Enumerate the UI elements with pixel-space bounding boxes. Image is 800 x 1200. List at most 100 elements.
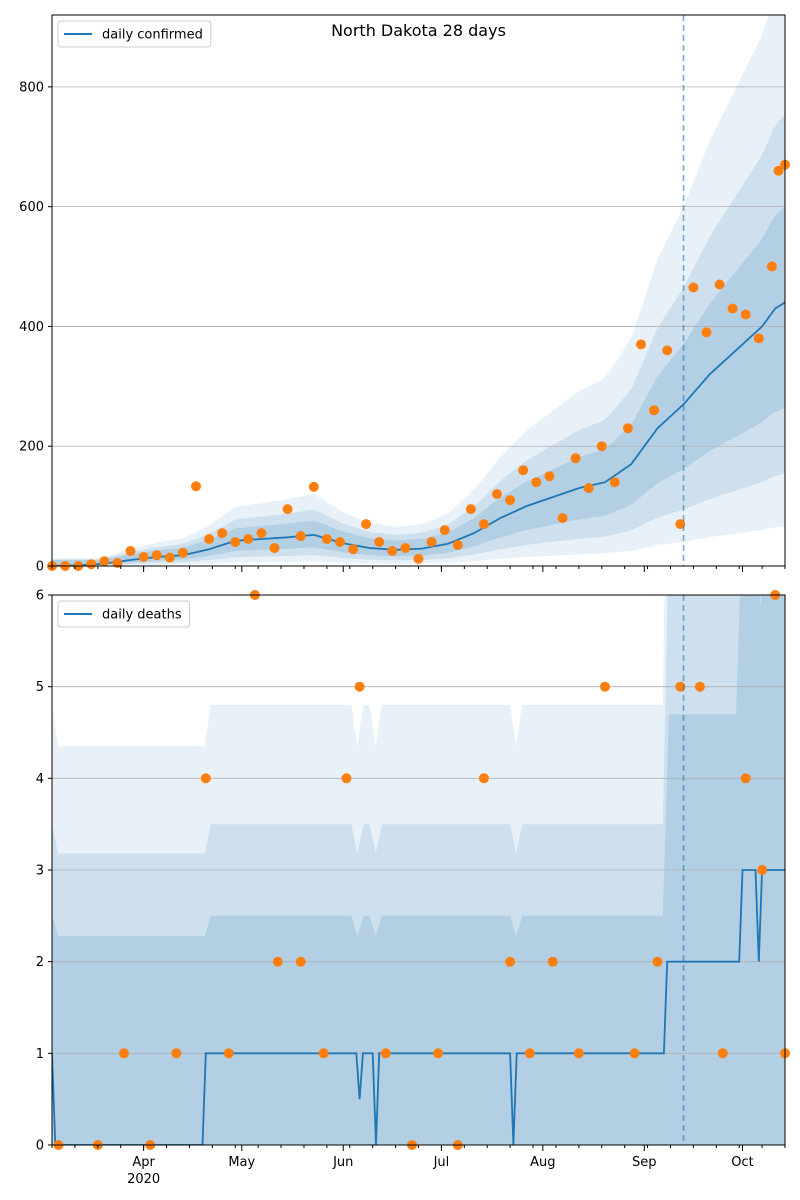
observed-point	[256, 528, 267, 539]
deaths-x-axis: Apr 2020 May Jun Jul Aug Sep Oct	[51, 1145, 786, 1187]
observed-point	[318, 1048, 329, 1059]
median-line-path	[52, 869, 785, 1145]
observed-point	[272, 956, 283, 967]
x-tick-label: Sep	[632, 1155, 657, 1170]
observed-point	[524, 1048, 535, 1059]
observed-point	[766, 261, 777, 272]
y-tick-label: 0	[36, 1139, 44, 1154]
observed-point	[492, 489, 502, 500]
observed-point	[505, 495, 516, 506]
observed-point	[387, 546, 398, 556]
deaths-interval-bands	[52, 595, 785, 1145]
confirmed-observed-points	[47, 159, 790, 571]
observed-point	[151, 550, 162, 561]
confirmed-panel: 0 200 400 600 800 North Dakota 28 days daily…	[19, 14, 790, 575]
observed-point	[361, 519, 372, 530]
observed-point	[518, 465, 529, 476]
observed-point	[727, 303, 738, 314]
observed-point	[243, 534, 254, 544]
x-tick-label: Jul	[433, 1155, 450, 1170]
observed-point	[439, 525, 450, 536]
observed-point	[164, 552, 175, 563]
legend-label: daily deaths	[102, 608, 182, 623]
observed-point	[557, 513, 568, 524]
legend-frame	[57, 600, 191, 628]
x-tick-label: Apr	[132, 1155, 155, 1170]
y-tick-label: 600	[19, 200, 44, 215]
observed-point	[282, 504, 293, 515]
observed-point	[478, 519, 489, 530]
observed-point	[609, 477, 620, 488]
observed-point	[204, 534, 215, 544]
observed-point	[465, 504, 476, 515]
observed-point	[413, 553, 424, 564]
observed-point	[652, 956, 663, 967]
confirmed-x-axis	[51, 566, 786, 572]
interval-band	[52, 15, 785, 566]
confirmed-interval-bands	[52, 15, 785, 566]
deaths-median-line	[52, 869, 785, 1145]
observed-point	[600, 681, 610, 692]
observed-point	[662, 345, 673, 356]
observed-point	[573, 1048, 584, 1059]
chart-title: North Dakota 28 days	[331, 21, 506, 40]
observed-point	[629, 1048, 640, 1059]
observed-point	[86, 559, 97, 570]
interval-band	[52, 114, 785, 566]
observed-point	[740, 773, 751, 784]
observed-point	[380, 1048, 391, 1059]
observed-point	[505, 956, 516, 967]
x-tick-year-label: 2020	[127, 1172, 160, 1187]
observed-point	[269, 543, 280, 553]
observed-point	[308, 481, 319, 492]
y-tick-label: 6	[36, 589, 44, 604]
y-tick-label: 800	[19, 80, 44, 95]
confirmed-y-axis: 0 200 400 600 800	[19, 80, 52, 575]
x-tick-label: May	[228, 1155, 255, 1170]
observed-point	[701, 327, 712, 338]
observed-point	[125, 546, 136, 556]
observed-point	[374, 537, 385, 547]
observed-point	[138, 552, 149, 562]
confirmed-median-line	[52, 301, 785, 566]
y-tick-label: 2	[36, 955, 44, 970]
observed-point	[570, 453, 581, 464]
observed-point	[321, 534, 332, 544]
observed-point	[544, 471, 555, 482]
observed-point	[426, 537, 437, 547]
observed-point	[171, 1048, 182, 1059]
median-line-path	[52, 301, 785, 566]
observed-point	[583, 483, 594, 494]
observed-point	[354, 681, 365, 692]
y-tick-label: 200	[19, 440, 44, 455]
observed-point	[622, 423, 633, 434]
observed-point	[596, 441, 607, 452]
observed-point	[223, 1048, 234, 1059]
deaths-panel: 0 1 2 3 4 5 6 Apr 2020 May Jun Jul Aug Sep Oct daily …	[36, 589, 790, 1187]
observed-point	[295, 531, 306, 542]
confirmed-legend: daily confirmed	[57, 20, 212, 48]
observed-point	[400, 543, 411, 553]
interval-band	[52, 595, 785, 1145]
observed-point	[649, 405, 660, 416]
observed-point	[636, 339, 646, 350]
y-tick-label: 0	[36, 560, 44, 575]
interval-band	[52, 206, 785, 566]
observed-point	[773, 165, 784, 176]
observed-point	[757, 865, 768, 875]
observed-point	[717, 1048, 728, 1059]
deaths-legend: daily deaths	[57, 600, 191, 628]
legend-frame	[57, 20, 212, 48]
y-tick-label: 5	[36, 680, 44, 695]
observed-point	[740, 309, 751, 320]
observed-point	[200, 773, 211, 784]
legend-label: daily confirmed	[102, 28, 203, 43]
observed-point	[478, 773, 489, 784]
observed-point	[694, 681, 705, 692]
y-tick-label: 400	[19, 320, 44, 335]
y-tick-label: 1	[36, 1047, 44, 1062]
observed-point	[119, 1048, 129, 1059]
observed-point	[753, 333, 764, 344]
x-tick-label: Aug	[530, 1155, 555, 1170]
